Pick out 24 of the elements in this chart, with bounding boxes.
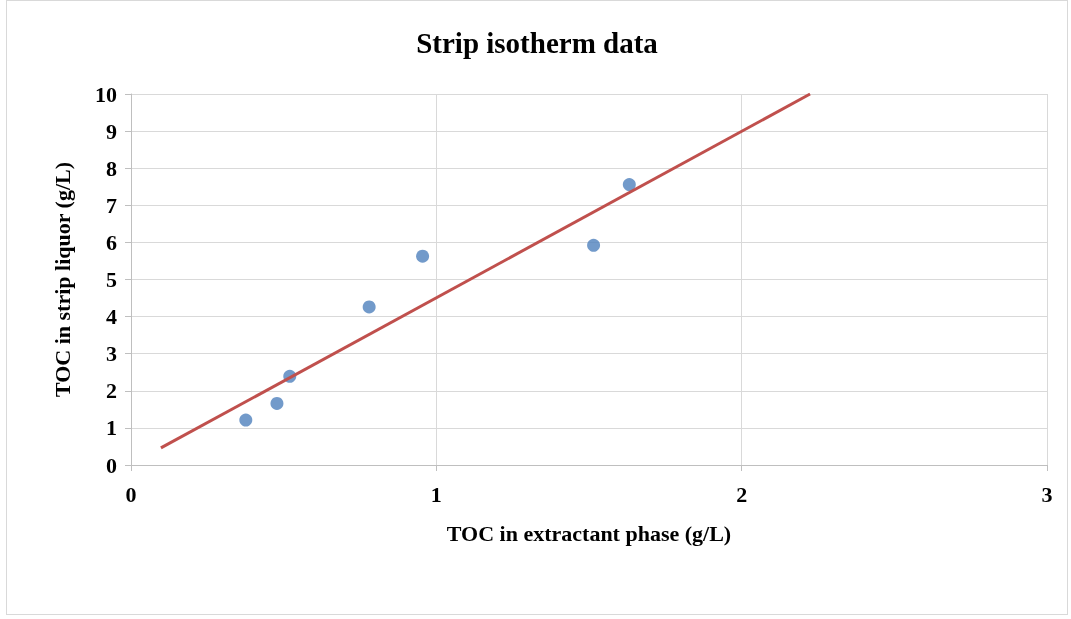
x-tick-label: 0 <box>125 481 137 507</box>
point <box>587 238 601 252</box>
x-tick-label: 3 <box>1041 481 1053 507</box>
point <box>239 413 253 427</box>
y-tick-label: 0 <box>106 452 117 478</box>
y-tick-label: 6 <box>106 229 117 255</box>
x-tick-label: 1 <box>430 481 442 507</box>
y-tick-label: 9 <box>106 118 117 144</box>
point <box>622 178 636 192</box>
y-tick-label: 5 <box>106 267 117 292</box>
y-tick-label: 7 <box>106 192 117 218</box>
y-tick-label: 10 <box>95 81 117 107</box>
chart-title: Strip isotherm data <box>416 26 659 59</box>
point <box>416 249 430 263</box>
y-tick-label: 2 <box>106 378 117 404</box>
y-tick-label: 8 <box>106 155 117 181</box>
y-tick-label: 3 <box>106 341 117 367</box>
point <box>362 300 376 314</box>
point <box>270 396 284 410</box>
y-tick-label: 4 <box>106 304 117 330</box>
y-axis-title: TOC in strip liquor (g/L) <box>49 161 75 398</box>
x-tick-label: 2 <box>736 481 748 507</box>
x-axis-title: TOC in extractant phase (g/L) <box>446 520 732 546</box>
y-tick-label: 1 <box>106 415 117 441</box>
